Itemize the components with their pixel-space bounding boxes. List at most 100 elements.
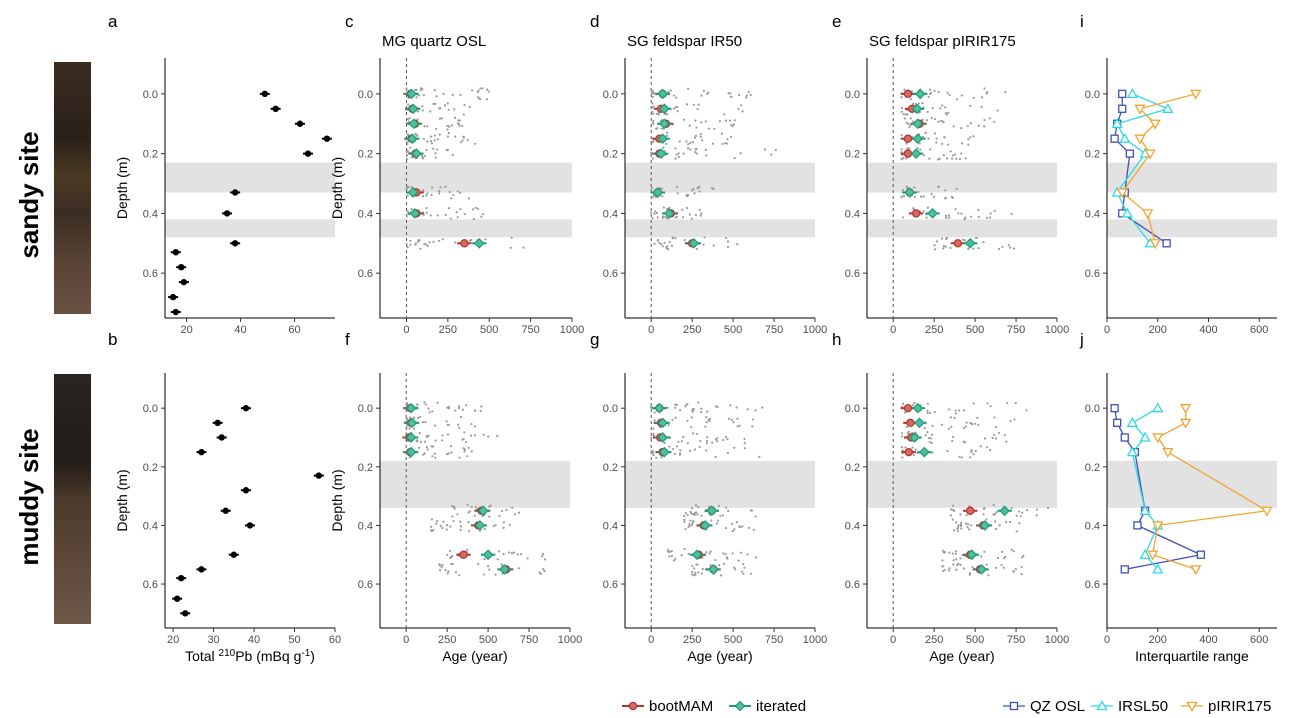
grain-point bbox=[650, 212, 652, 214]
x-tick-label: 0 bbox=[1104, 324, 1110, 336]
grain-point bbox=[423, 125, 425, 127]
grain-point bbox=[926, 119, 928, 121]
grain-point bbox=[432, 148, 434, 150]
grain-point bbox=[958, 409, 960, 411]
grain-point bbox=[947, 112, 949, 114]
x-tick-label: 500 bbox=[966, 634, 984, 646]
bootmam-point bbox=[904, 90, 911, 97]
grain-point bbox=[450, 563, 452, 565]
grain-point bbox=[421, 88, 423, 90]
grain-point bbox=[458, 123, 460, 125]
grain-point bbox=[954, 153, 956, 155]
gap-band bbox=[165, 219, 335, 237]
grain-point bbox=[674, 147, 676, 149]
grain-point bbox=[960, 213, 962, 215]
pb-point bbox=[272, 106, 278, 112]
pb-point bbox=[243, 487, 249, 493]
grain-point bbox=[448, 424, 450, 426]
grain-point bbox=[666, 135, 668, 137]
grain-point bbox=[508, 551, 510, 553]
grain-point bbox=[475, 207, 477, 209]
grain-point bbox=[470, 423, 472, 425]
x-tick-label: 400 bbox=[1199, 324, 1217, 336]
y-tick-label: 0.2 bbox=[358, 462, 373, 474]
grain-point bbox=[677, 110, 679, 112]
grain-point bbox=[707, 91, 709, 93]
x-tick-label: 750 bbox=[521, 324, 539, 336]
panel-letter-i: i bbox=[1080, 12, 1084, 31]
grain-point bbox=[936, 240, 938, 242]
pb-point bbox=[214, 420, 220, 426]
x-tick-label: 0 bbox=[890, 324, 896, 336]
panel-letter-h: h bbox=[832, 330, 841, 349]
x-axis-label-iqr: Interquartile range bbox=[1135, 648, 1249, 664]
grain-point bbox=[687, 147, 689, 149]
iterated-point bbox=[913, 134, 922, 143]
grain-point bbox=[452, 506, 454, 508]
grain-point bbox=[522, 247, 524, 249]
x-tick-label: 60 bbox=[329, 634, 341, 646]
grain-point bbox=[668, 555, 670, 557]
grain-point bbox=[948, 569, 950, 571]
grain-point bbox=[418, 447, 420, 449]
grain-point bbox=[963, 409, 965, 411]
x-axis-label-part: ) bbox=[310, 648, 315, 664]
grain-point bbox=[948, 428, 950, 430]
grain-point bbox=[498, 550, 500, 552]
grain-point bbox=[955, 521, 957, 523]
grain-point bbox=[518, 512, 520, 514]
grain-point bbox=[947, 92, 949, 94]
grain-point bbox=[948, 216, 950, 218]
grain-point bbox=[422, 157, 424, 159]
grain-point bbox=[457, 190, 459, 192]
grain-point bbox=[432, 529, 434, 531]
grain-point bbox=[900, 148, 902, 150]
grain-point bbox=[717, 519, 719, 521]
panel-letter-c: c bbox=[345, 12, 354, 31]
x-tick-label: 1000 bbox=[558, 634, 582, 646]
grain-point bbox=[450, 217, 452, 219]
grain-point bbox=[693, 567, 695, 569]
grain-point bbox=[900, 196, 902, 198]
y-tick-label: 0.0 bbox=[358, 403, 373, 415]
grain-point bbox=[910, 117, 912, 119]
grain-point bbox=[674, 237, 676, 239]
grain-point bbox=[663, 242, 665, 244]
grain-point bbox=[980, 445, 982, 447]
grain-point bbox=[503, 553, 505, 555]
panel-f: 0.00.20.40.60 250 500 750 1000fDepth (m)Age … bbox=[329, 330, 582, 664]
iterated-point bbox=[484, 550, 493, 559]
grain-point bbox=[460, 416, 462, 418]
grain-point bbox=[435, 156, 437, 158]
y-tick-label: 0.6 bbox=[845, 268, 860, 280]
grain-point bbox=[949, 94, 951, 96]
grain-point bbox=[458, 407, 460, 409]
x-tick-label: 1000 bbox=[560, 324, 584, 336]
grain-point bbox=[414, 89, 416, 91]
iqr-point bbox=[1191, 566, 1200, 574]
grain-point bbox=[944, 106, 946, 108]
grain-point bbox=[972, 566, 974, 568]
grain-point bbox=[704, 426, 706, 428]
grain-point bbox=[653, 434, 655, 436]
grain-point bbox=[660, 456, 662, 458]
grain-point bbox=[715, 405, 717, 407]
y-tick-label: 0.6 bbox=[358, 579, 373, 591]
grain-point bbox=[695, 511, 697, 513]
grain-point bbox=[993, 504, 995, 506]
grain-point bbox=[929, 89, 931, 91]
x-axis-label-part: Total bbox=[185, 648, 218, 664]
grain-point bbox=[972, 453, 974, 455]
grain-point bbox=[671, 555, 673, 557]
grain-point bbox=[667, 407, 669, 409]
y-tick-label: 0.4 bbox=[1085, 208, 1100, 220]
grain-point bbox=[713, 188, 715, 190]
grain-point bbox=[994, 513, 996, 515]
iqr-point bbox=[1128, 89, 1137, 97]
pb-point bbox=[178, 264, 184, 270]
grain-point bbox=[920, 196, 922, 198]
grain-point bbox=[414, 244, 416, 246]
grain-point bbox=[906, 426, 908, 428]
grain-point bbox=[980, 106, 982, 108]
grain-point bbox=[477, 91, 479, 93]
